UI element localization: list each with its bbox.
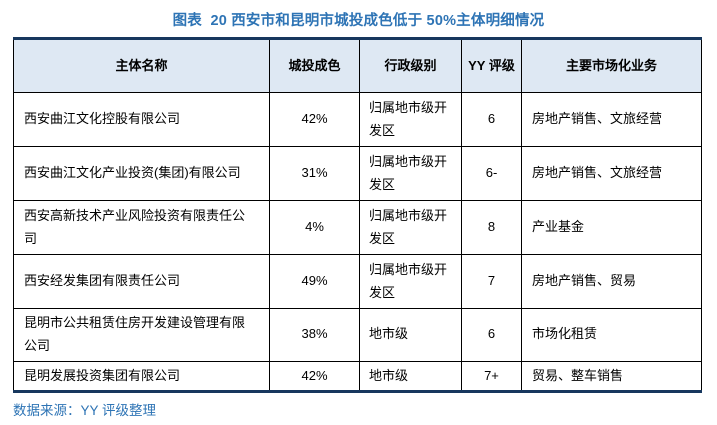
- cell-quality: 38%: [269, 308, 360, 362]
- figure-title: 图表 20 西安市和昆明市城投成色低于 50%主体明细情况: [172, 13, 545, 29]
- cell-main-business: 房地产销售、文旅经营: [521, 92, 702, 147]
- cell-entity-name: 西安经发集团有限责任公司: [13, 254, 270, 309]
- cell-yy-rating: 6-: [461, 146, 522, 201]
- cell-main-business: 房地产销售、贸易: [521, 254, 702, 309]
- col-header-entity-name: 主体名称: [13, 38, 270, 93]
- cell-quality: 31%: [269, 146, 360, 201]
- cell-quality: 42%: [269, 360, 360, 393]
- col-header-quality: 城投成色: [269, 38, 360, 93]
- cell-main-business: 市场化租赁: [521, 308, 702, 362]
- table-header-row: 主体名称 城投成色 行政级别 YY 评级 主要市场化业务: [13, 38, 702, 93]
- cell-entity-name: 昆明发展投资集团有限公司: [13, 360, 270, 393]
- cell-quality: 4%: [269, 200, 360, 255]
- cell-quality: 42%: [269, 92, 360, 147]
- col-header-yy-rating: YY 评级: [461, 38, 522, 93]
- table-row: 昆明发展投资集团有限公司 42% 地市级 7+ 贸易、整车销售: [13, 360, 702, 393]
- table-row: 西安经发集团有限责任公司 49% 归属地市级开发区 7 房地产销售、贸易: [13, 254, 702, 309]
- cell-entity-name: 昆明市公共租赁住房开发建设管理有限公司: [13, 308, 270, 362]
- cell-yy-rating: 8: [461, 200, 522, 255]
- cell-entity-name: 西安高新技术产业风险投资有限责任公司: [13, 200, 270, 255]
- cell-yy-rating: 6: [461, 308, 522, 362]
- cell-yy-rating: 7+: [461, 360, 522, 393]
- cell-main-business: 房地产销售、文旅经营: [521, 146, 702, 201]
- table-row: 昆明市公共租赁住房开发建设管理有限公司 38% 地市级 6 市场化租赁: [13, 308, 702, 362]
- cell-main-business: 贸易、整车销售: [521, 360, 702, 393]
- entity-detail-table: 主体名称 城投成色 行政级别 YY 评级 主要市场化业务 西安曲江文化控股有限公…: [13, 37, 702, 394]
- cell-main-business: 产业基金: [521, 200, 702, 255]
- cell-admin-level: 归属地市级开发区: [359, 254, 462, 309]
- cell-admin-level: 归属地市级开发区: [359, 92, 462, 147]
- cell-quality: 49%: [269, 254, 360, 309]
- cell-yy-rating: 6: [461, 92, 522, 147]
- col-header-main-business: 主要市场化业务: [521, 38, 702, 93]
- table-row: 西安高新技术产业风险投资有限责任公司 4% 归属地市级开发区 8 产业基金: [13, 200, 702, 255]
- cell-entity-name: 西安曲江文化产业投资(集团)有限公司: [13, 146, 270, 201]
- table-row: 西安曲江文化控股有限公司 42% 归属地市级开发区 6 房地产销售、文旅经营: [13, 92, 702, 147]
- cell-entity-name: 西安曲江文化控股有限公司: [13, 92, 270, 147]
- table-row: 西安曲江文化产业投资(集团)有限公司 31% 归属地市级开发区 6- 房地产销售…: [13, 146, 702, 201]
- cell-admin-level: 归属地市级开发区: [359, 146, 462, 201]
- data-source-note: 数据来源：YY 评级整理: [13, 403, 157, 419]
- cell-admin-level: 地市级: [359, 308, 462, 362]
- col-header-admin-level: 行政级别: [359, 38, 462, 93]
- cell-admin-level: 地市级: [359, 360, 462, 393]
- cell-admin-level: 归属地市级开发区: [359, 200, 462, 255]
- cell-yy-rating: 7: [461, 254, 522, 309]
